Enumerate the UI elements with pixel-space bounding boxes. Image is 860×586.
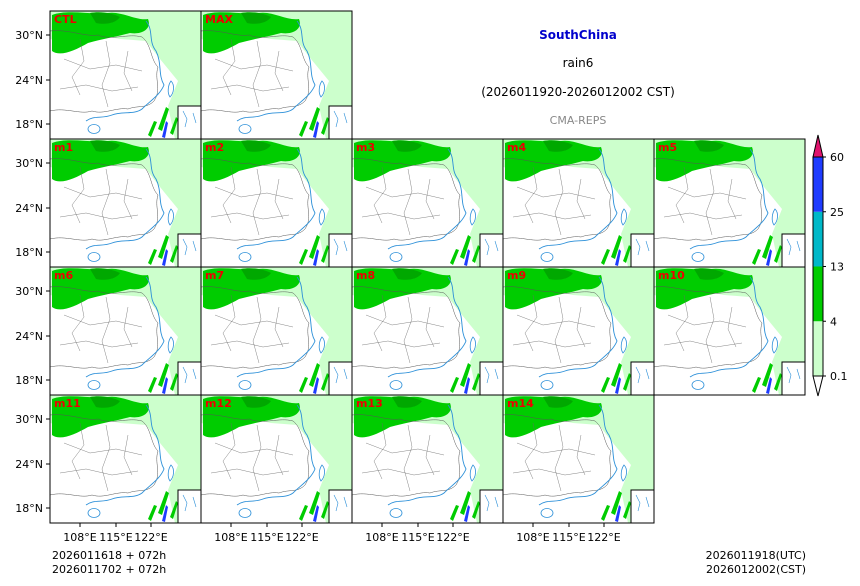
lat-tick-label: 30°N bbox=[15, 413, 43, 426]
lat-tick-label: 24°N bbox=[15, 330, 43, 343]
panel-label: m11 bbox=[54, 397, 81, 410]
colorbar-tick-label: 0.1 bbox=[830, 370, 848, 383]
map-panel-m7: m7 bbox=[200, 266, 353, 396]
lat-tick-label: 18°N bbox=[15, 246, 43, 259]
variable-name: rain6 bbox=[563, 56, 594, 70]
panel-grid: CTL MAX m1 m2 m3 m4 m5 m6 m7 m8 m9 m10 m11 m12 m13 m14 3… bbox=[15, 10, 806, 544]
map-panel-m12: m12 bbox=[200, 394, 353, 524]
source-label: CMA-REPS bbox=[550, 114, 607, 127]
lon-tick-label: 122°E bbox=[285, 531, 318, 544]
panel-label: m5 bbox=[658, 141, 677, 154]
map-field bbox=[200, 10, 353, 140]
map-panel-m3: m3 bbox=[351, 138, 504, 268]
map-field bbox=[502, 394, 655, 524]
panel-label: m7 bbox=[205, 269, 224, 282]
panel-label: MAX bbox=[205, 13, 233, 26]
valid-line-1: 2026011918(UTC) bbox=[706, 549, 806, 562]
lon-tick-label: 115°E bbox=[552, 531, 585, 544]
panel-frame bbox=[653, 266, 806, 396]
map-panel-m1: m1 bbox=[49, 138, 202, 268]
map-field bbox=[351, 394, 504, 524]
colorbar: 0.1 4 13 25 60 bbox=[812, 134, 848, 397]
panel-label: m3 bbox=[356, 141, 375, 154]
lat-tick-label: 18°N bbox=[15, 502, 43, 515]
lon-tick-label: 122°E bbox=[436, 531, 469, 544]
map-field bbox=[200, 138, 353, 268]
colorbar-tick-label: 60 bbox=[830, 151, 844, 164]
lon-tick-label: 108°E bbox=[365, 531, 398, 544]
map-field bbox=[49, 266, 202, 396]
map-field bbox=[49, 10, 202, 140]
lon-tick-label: 122°E bbox=[134, 531, 167, 544]
map-panel-m2: m2 bbox=[200, 138, 353, 268]
colorbar-segment bbox=[813, 266, 823, 322]
lon-tick-label: 115°E bbox=[250, 531, 283, 544]
lon-tick-label: 108°E bbox=[63, 531, 96, 544]
panel-frame bbox=[502, 394, 655, 524]
colorbar-tick-label: 4 bbox=[830, 315, 837, 328]
lon-tick-label: 115°E bbox=[401, 531, 434, 544]
map-panel-m5: m5 bbox=[653, 138, 806, 268]
init-line-1: 2026011618 + 072h bbox=[52, 549, 166, 562]
lon-tick-label: 122°E bbox=[587, 531, 620, 544]
panel-label: m13 bbox=[356, 397, 383, 410]
map-panel-m9: m9 bbox=[502, 266, 655, 396]
lon-tick-label: 115°E bbox=[99, 531, 132, 544]
map-field bbox=[502, 138, 655, 268]
lat-tick-label: 24°N bbox=[15, 458, 43, 471]
map-field bbox=[49, 138, 202, 268]
init-line-2: 2026011702 + 072h bbox=[52, 563, 166, 576]
map-field bbox=[49, 394, 202, 524]
panel-label: m2 bbox=[205, 141, 224, 154]
map-panel-m6: m6 bbox=[49, 266, 202, 396]
colorbar-segment bbox=[813, 321, 823, 376]
map-panel-m14: m14 bbox=[502, 394, 655, 524]
map-field bbox=[351, 266, 504, 396]
panel-label: m8 bbox=[356, 269, 375, 282]
map-panel-CTL: CTL bbox=[49, 10, 202, 140]
valid-line-2: 2026012002(CST) bbox=[706, 563, 806, 576]
panel-label: m9 bbox=[507, 269, 526, 282]
map-field bbox=[653, 138, 806, 268]
panel-label: m6 bbox=[54, 269, 73, 282]
map-panel-m10: m10 bbox=[653, 266, 806, 396]
panel-label: m10 bbox=[658, 269, 685, 282]
lat-tick-label: 18°N bbox=[15, 118, 43, 131]
lat-tick-label: 24°N bbox=[15, 202, 43, 215]
period-label: (2026011920-2026012002 CST) bbox=[481, 85, 675, 99]
map-field bbox=[200, 394, 353, 524]
colorbar-under-extend bbox=[812, 375, 824, 397]
panel-label: m1 bbox=[54, 141, 73, 154]
map-panel-m4: m4 bbox=[502, 138, 655, 268]
panel-label: m14 bbox=[507, 397, 534, 410]
map-field bbox=[351, 138, 504, 268]
panel-label: CTL bbox=[54, 13, 77, 26]
colorbar-tick-label: 13 bbox=[830, 261, 844, 274]
lat-tick-label: 30°N bbox=[15, 157, 43, 170]
map-panel-MAX: MAX bbox=[200, 10, 353, 140]
map-field bbox=[502, 266, 655, 396]
map-panel-m8: m8 bbox=[351, 266, 504, 396]
map-panel-m13: m13 bbox=[351, 394, 504, 524]
lat-tick-label: 24°N bbox=[15, 74, 43, 87]
panel-label: m4 bbox=[507, 141, 526, 154]
colorbar-over-extend bbox=[812, 134, 824, 158]
colorbar-segment bbox=[813, 211, 823, 267]
chart-title: SouthChina bbox=[539, 28, 617, 42]
panel-label: m12 bbox=[205, 397, 232, 410]
lat-tick-label: 18°N bbox=[15, 374, 43, 387]
map-field bbox=[200, 266, 353, 396]
map-panel-m11: m11 bbox=[49, 394, 202, 524]
lat-tick-label: 30°N bbox=[15, 285, 43, 298]
lon-tick-label: 108°E bbox=[214, 531, 247, 544]
map-field bbox=[653, 266, 806, 396]
lat-tick-label: 30°N bbox=[15, 29, 43, 42]
colorbar-segment bbox=[813, 157, 823, 212]
lon-tick-label: 108°E bbox=[516, 531, 549, 544]
colorbar-tick-label: 25 bbox=[830, 206, 844, 219]
